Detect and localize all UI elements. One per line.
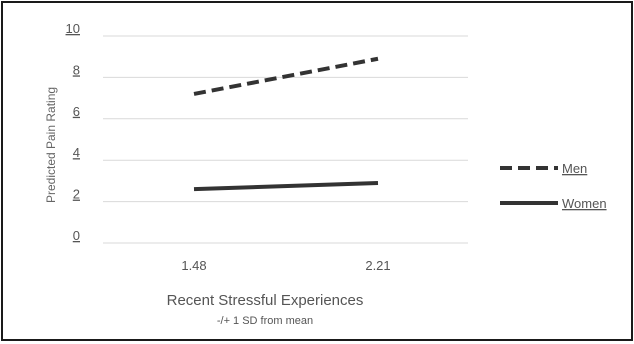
y-tick-label: 2: [73, 187, 80, 202]
y-tick-label: 6: [73, 104, 80, 119]
x-axis-sublabel: -/+ 1 SD from mean: [217, 315, 313, 327]
y-tick-label: 10: [66, 21, 80, 36]
series-lines: [193, 56, 379, 192]
legend-label-women: Women: [562, 196, 607, 211]
series-line-women: [193, 180, 379, 192]
x-tick-labels: 1.48 2.21: [181, 258, 390, 273]
legend: Men Women: [500, 161, 607, 211]
series-line-men: [193, 56, 379, 96]
y-tick-label: 4: [73, 145, 80, 160]
x-axis-label: Recent Stressful Experiences: [167, 292, 364, 309]
y-tick-label: 0: [73, 228, 80, 243]
x-tick-label: 1.48: [181, 258, 206, 273]
y-tick-labels: 0 2 4 6 8 10: [66, 21, 80, 243]
y-tick-label: 8: [73, 62, 80, 77]
line-chart: 0 2 4 6 8 10 1.48 2.21 Men Women Predicted Pain…: [44, 21, 607, 327]
gridlines: [103, 35, 468, 244]
x-tick-label: 2.21: [365, 258, 390, 273]
y-axis-label: Predicted Pain Rating: [44, 87, 58, 203]
legend-label-men: Men: [562, 161, 587, 176]
